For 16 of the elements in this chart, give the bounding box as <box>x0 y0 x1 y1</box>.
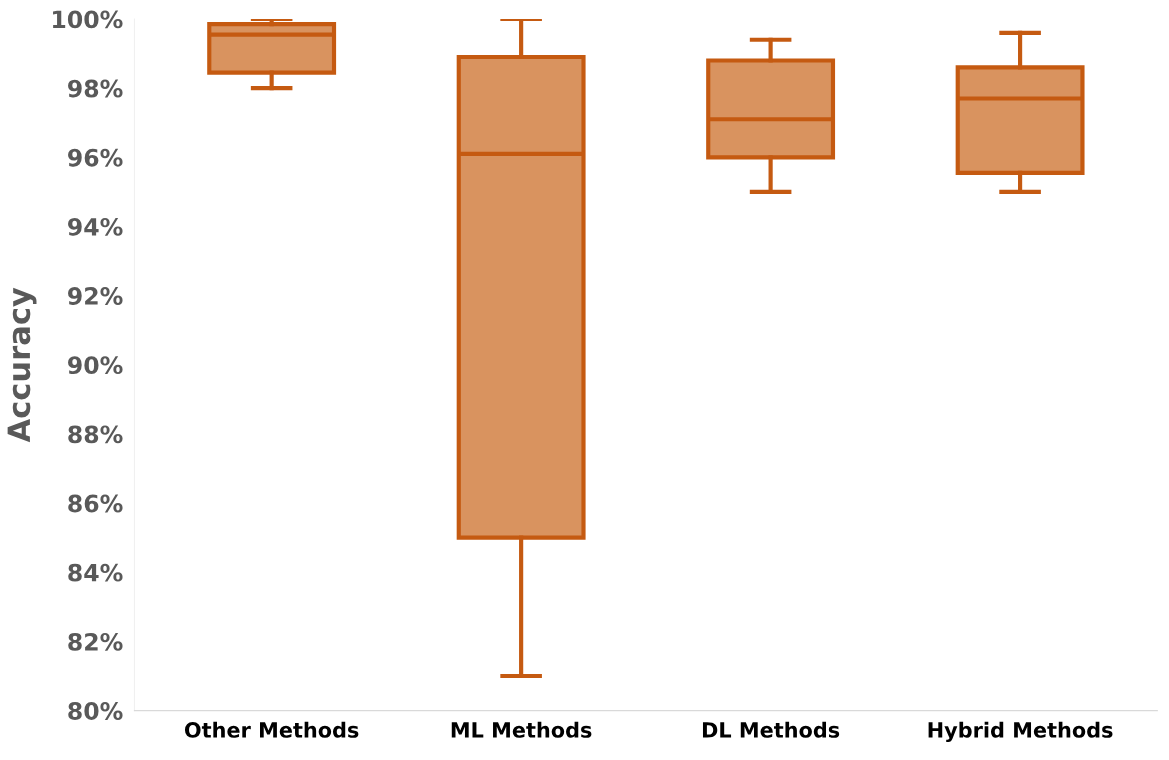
x-tick-label: ML Methods <box>451 721 592 738</box>
y-tick-label: 86% <box>68 494 123 513</box>
y-tick-label: 98% <box>68 79 123 98</box>
y-tick-label: 88% <box>68 425 123 444</box>
x-tick-label: DL Methods <box>702 721 840 738</box>
x-tick-label: Other Methods <box>184 721 359 738</box>
y-tick-label: 80% <box>68 702 123 720</box>
y-tick-label: 96% <box>68 148 123 167</box>
y-tick-label: 92% <box>68 287 123 305</box>
y-tick-label: 90% <box>68 356 123 375</box>
y-tick-label: 82% <box>68 632 123 651</box>
y-tick-label: 84% <box>68 563 123 582</box>
y-axis-title: Accuracy <box>7 287 37 443</box>
y-tick-label: 100% <box>53 10 123 29</box>
y-tick-label: 94% <box>68 217 123 236</box>
x-tick-label: Hybrid Methods <box>928 721 1113 743</box>
